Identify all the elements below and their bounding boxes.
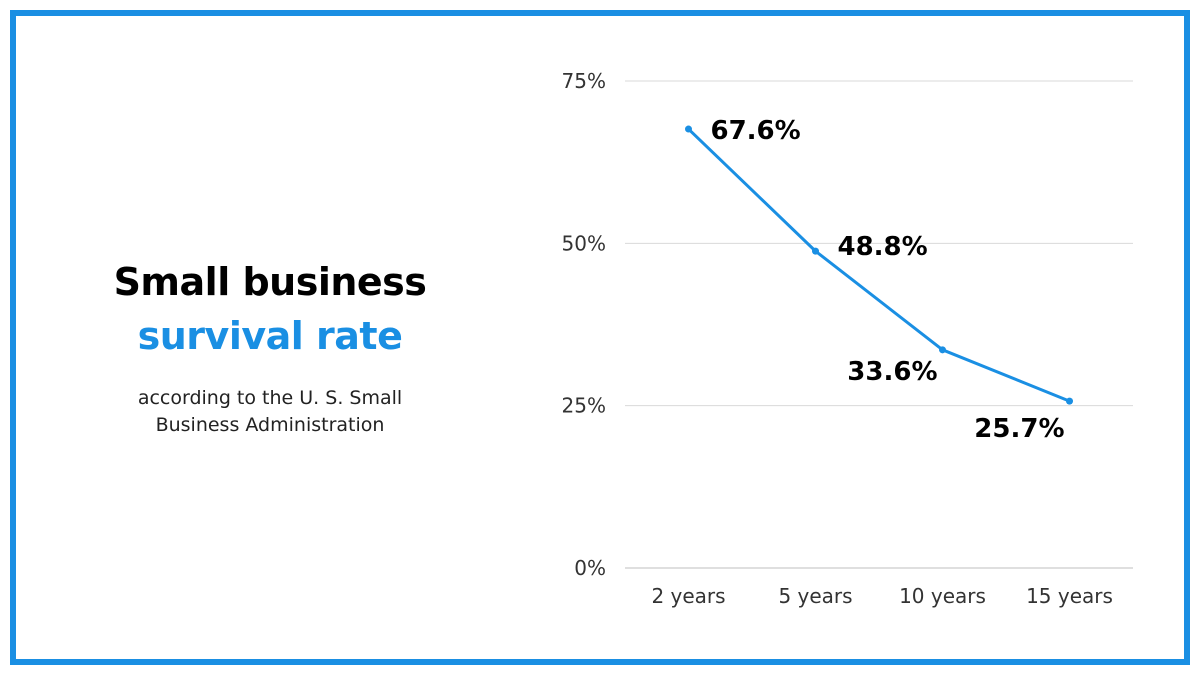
y-tick-label: 50% xyxy=(562,231,606,255)
x-tick-label: 15 years xyxy=(1026,584,1113,608)
y-tick-label: 75% xyxy=(562,69,606,93)
survival-rate-chart: 0% 25% 50% 75% 2 years 5 years 10 years 15 year… xyxy=(562,69,1133,608)
data-label: 48.8% xyxy=(838,232,928,262)
slide-frame xyxy=(10,10,1190,665)
y-tick-label: 0% xyxy=(574,556,606,580)
data-point xyxy=(685,125,692,133)
x-tick-label: 2 years xyxy=(651,584,725,608)
data-label: 33.6% xyxy=(847,357,937,387)
subtitle: according to the U. S. Small Business Ad… xyxy=(60,385,480,439)
title-line-1: Small business xyxy=(113,260,427,304)
title-line-2: survival rate xyxy=(137,314,403,358)
y-tick-label: 25% xyxy=(562,394,606,418)
x-tick-label: 10 years xyxy=(899,584,986,608)
data-point xyxy=(812,247,819,255)
data-label: 67.6% xyxy=(711,116,801,146)
subtitle-line-2: Business Administration xyxy=(155,414,385,436)
subtitle-line-1: according to the U. S. Small xyxy=(137,387,403,409)
series-line xyxy=(687,127,1071,403)
data-point xyxy=(1066,397,1073,405)
x-tick-label: 5 years xyxy=(778,584,852,608)
data-point xyxy=(939,346,946,354)
title-block: Small business survival rate according t… xyxy=(60,255,480,439)
data-label: 25.7% xyxy=(974,414,1064,444)
